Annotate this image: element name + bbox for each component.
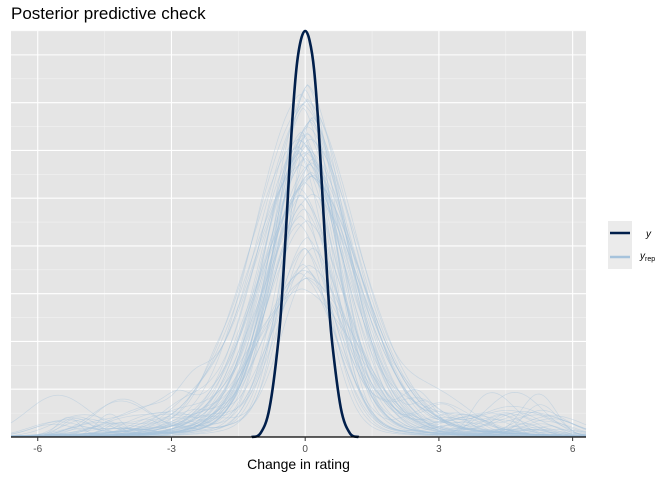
yrep-draw-23 — [11, 134, 586, 438]
yrep-draw-20 — [10, 100, 587, 437]
yrep-draw-27 — [11, 144, 587, 438]
yrep-draw-33 — [11, 162, 586, 437]
yrep-draw-13 — [11, 173, 586, 437]
yrep-draw-37 — [11, 139, 587, 437]
yrep-draw-22 — [11, 93, 586, 437]
yrep-draw-2 — [11, 98, 587, 437]
yrep-draw-52 — [11, 278, 586, 438]
yrep-draw-14 — [11, 152, 587, 437]
legend-label-yrep: yrep — [639, 251, 655, 263]
yrep-draw-19 — [11, 138, 587, 437]
yrep-draw-17 — [11, 174, 587, 438]
grid-major — [11, 31, 586, 437]
yrep-draw-31 — [11, 120, 587, 437]
yrep-draw-30 — [11, 194, 587, 438]
yrep-draw-15 — [11, 164, 587, 436]
yrep-draw-25 — [10, 120, 587, 438]
yrep-draw-44 — [10, 158, 587, 437]
yrep-draw-10 — [11, 277, 587, 437]
yrep-draw-56 — [11, 126, 587, 437]
legend-label-y: y — [645, 229, 652, 240]
yrep-draw-4 — [11, 151, 587, 436]
yrep-draw-42 — [10, 132, 586, 438]
grid-minor — [11, 30, 586, 437]
yrep-draw-11 — [11, 131, 586, 437]
yrep-draw-12 — [11, 248, 587, 438]
yrep-draw-9 — [10, 107, 587, 436]
yrep-draw-58 — [11, 151, 586, 437]
yrep-draw-39 — [11, 248, 586, 438]
yrep-draw-57 — [11, 188, 586, 438]
yrep-draw-32 — [11, 181, 586, 438]
yrep-draw-36 — [11, 163, 587, 437]
yrep-draw-28 — [11, 215, 586, 438]
yrep-draw-16 — [11, 84, 587, 437]
yrep-draw-18 — [11, 203, 587, 438]
legend-label-yrep-subscript: rep — [645, 256, 655, 263]
yrep-draw-41 — [11, 193, 586, 437]
yrep-draw-7 — [11, 272, 586, 438]
yrep-draw-59 — [11, 150, 587, 438]
yrep-draw-1 — [11, 133, 587, 437]
yrep-draw-8 — [11, 195, 587, 437]
yrep-draw-48 — [10, 175, 586, 436]
yrep-draw-43 — [11, 265, 586, 437]
yrep-draw-21 — [10, 103, 587, 437]
yrep-draw-34 — [11, 208, 586, 438]
yrep-draw-45 — [11, 117, 586, 438]
yrep-draw-53 — [11, 145, 586, 438]
plot-panel — [11, 31, 586, 437]
yrep-draw-47 — [11, 263, 586, 438]
yrep-draw-49 — [11, 172, 586, 437]
yrep-draw-6 — [11, 158, 587, 437]
chart-title: Posterior predictive check — [11, 4, 206, 23]
yrep-draw-29 — [11, 84, 586, 438]
x-tick-label-4: 6 — [570, 444, 576, 455]
yrep-draw-3 — [10, 138, 587, 436]
yrep-draw-0 — [10, 288, 586, 437]
yrep-draw-46 — [11, 117, 587, 438]
x-tick-label-1: -3 — [167, 444, 176, 455]
y-density-line — [251, 29, 360, 439]
legend: y yrep — [608, 221, 655, 269]
yrep-draw-51 — [10, 176, 587, 437]
x-tick-label-0: -6 — [33, 444, 42, 455]
y-line — [251, 29, 360, 439]
yrep-draw-40 — [11, 223, 586, 438]
x-tick-label-3: 3 — [436, 444, 442, 455]
yrep-lines — [10, 84, 587, 438]
yrep-draw-50 — [10, 146, 586, 437]
x-axis-title: Change in rating — [247, 456, 350, 472]
x-tick-label-2: 0 — [302, 444, 308, 455]
yrep-draw-35 — [11, 269, 586, 437]
yrep-draw-5 — [11, 220, 586, 437]
yrep-draw-55 — [10, 89, 586, 438]
x-axis: -6 -3 0 3 6 — [11, 436, 586, 455]
